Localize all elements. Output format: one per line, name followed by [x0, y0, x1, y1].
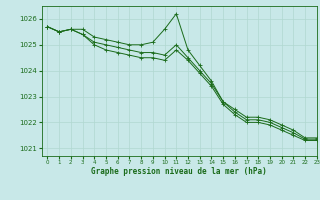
- X-axis label: Graphe pression niveau de la mer (hPa): Graphe pression niveau de la mer (hPa): [91, 167, 267, 176]
